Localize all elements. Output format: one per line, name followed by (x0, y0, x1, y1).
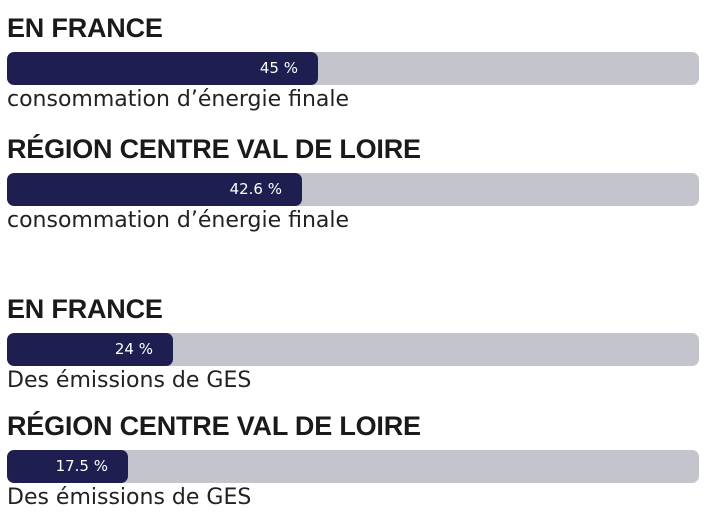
bar-group-region-energy: RÉGION CENTRE VAL DE LOIRE 42.6 % consom… (7, 133, 699, 234)
bar-caption: consommation d’énergie finale (7, 87, 350, 112)
bar-track: 45 % (7, 52, 699, 85)
bar-fill (7, 333, 173, 366)
bar-fill (7, 52, 318, 85)
bar-value-label: 17.5 % (55, 457, 108, 475)
bar-caption: consommation d’énergie finale (7, 208, 350, 233)
bar-track: 17.5 % (7, 450, 699, 483)
bar-group-france-energy: EN FRANCE 45 % consommation d’énergie fi… (7, 12, 699, 113)
bar-caption: Des émissions de GES (7, 368, 252, 393)
bar-value-label: 42.6 % (229, 180, 282, 198)
bar-caption: Des émissions de GES (7, 485, 252, 510)
bar-group-region-ges: RÉGION CENTRE VAL DE LOIRE 17.5 % Des ém… (7, 410, 699, 511)
bar-fill (7, 450, 128, 483)
bar-group-france-ges: EN FRANCE 24 % Des émissions de GES (7, 293, 699, 394)
bar-title: EN FRANCE (7, 13, 163, 43)
bar-value-label: 45 % (259, 59, 298, 77)
bar-track: 24 % (7, 333, 699, 366)
bar-title: RÉGION CENTRE VAL DE LOIRE (7, 134, 421, 164)
bar-title: EN FRANCE (7, 294, 163, 324)
bar-value-label: 24 % (114, 340, 153, 358)
bar-title: RÉGION CENTRE VAL DE LOIRE (7, 411, 421, 441)
bar-track: 42.6 % (7, 173, 699, 206)
bar-fill (7, 173, 302, 206)
